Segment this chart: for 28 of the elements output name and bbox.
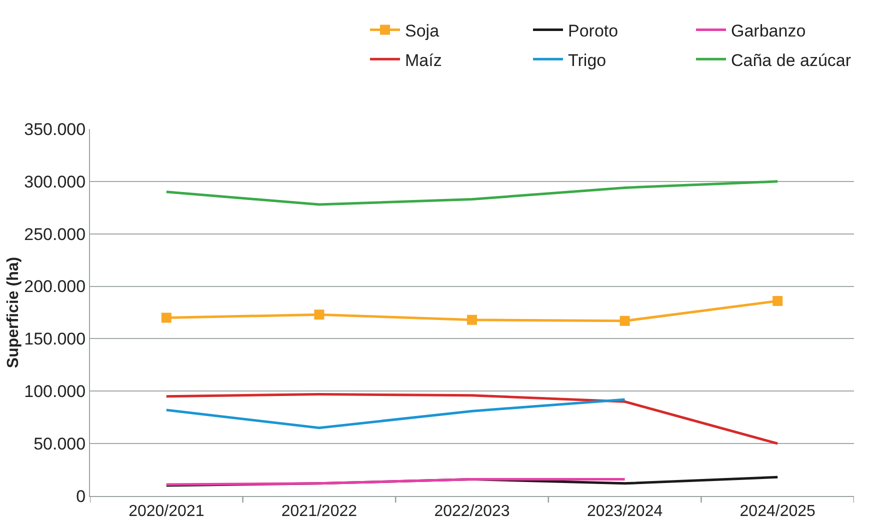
point	[314, 310, 324, 320]
y-tick-label: 300.000	[24, 172, 86, 192]
point	[161, 312, 172, 323]
y-tick-label: 150.000	[24, 330, 86, 349]
legend-label: Poroto	[568, 21, 618, 40]
line-series	[165, 398, 626, 430]
y-tick-label: 50.000	[34, 434, 86, 454]
line-series	[165, 180, 779, 206]
legend-label: Caña de azúcar	[731, 50, 852, 70]
x-tick-label: 2022/2023	[434, 503, 510, 520]
point	[467, 314, 477, 325]
point	[772, 296, 783, 306]
y-tick-label: 0	[76, 486, 86, 506]
line-series	[165, 393, 779, 445]
x-tick-label: 2023/2024	[586, 503, 663, 520]
legend-label: Garbanzo	[731, 21, 806, 40]
x-tick-label: 2021/2022	[281, 503, 358, 520]
x-tick-label: 2024/2025	[740, 503, 816, 520]
y-tick-label: 350.000	[24, 120, 86, 139]
y-tick-label: 100.000	[24, 382, 86, 402]
y-tick-label: 250.000	[24, 224, 86, 244]
legend-label: Trigo	[568, 50, 606, 70]
y-axis-title: Superficie (ha)	[5, 256, 22, 368]
y-tick-label: 200.000	[24, 277, 86, 296]
point	[620, 316, 630, 326]
x-tick-label: 2020/2021	[128, 503, 204, 520]
legend-label: Maíz	[405, 50, 442, 70]
legend-label: Soja	[405, 21, 440, 40]
